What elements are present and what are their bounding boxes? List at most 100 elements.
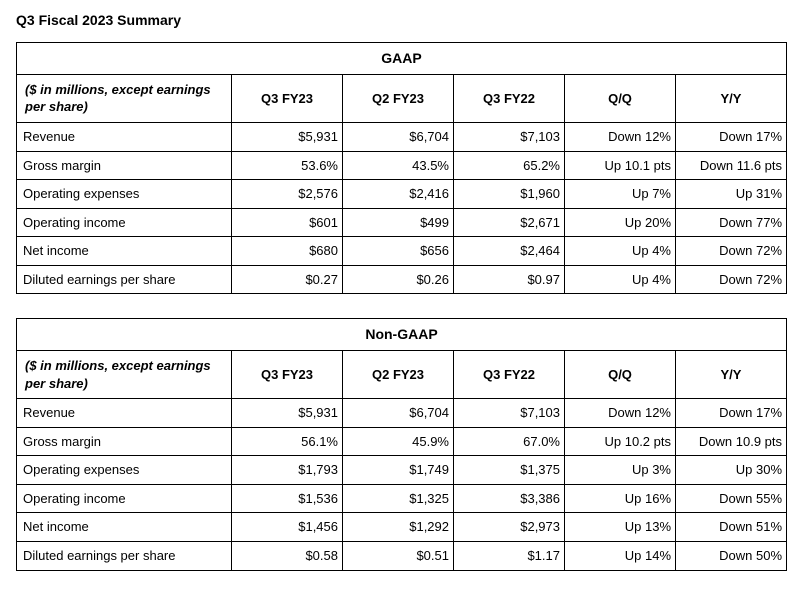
cell: 43.5%: [343, 151, 454, 180]
cell: $6,704: [343, 399, 454, 428]
col-header: Y/Y: [676, 351, 787, 399]
cell: Up 14%: [565, 541, 676, 570]
cell: Down 17%: [676, 122, 787, 151]
cell: $2,576: [232, 180, 343, 209]
nongaap-table: Non-GAAP ($ in millions, except earnings…: [16, 318, 787, 570]
cell: Down 10.9 pts: [676, 427, 787, 456]
cell: Down 12%: [565, 122, 676, 151]
cell: $5,931: [232, 122, 343, 151]
table-row: Diluted earnings per share $0.58 $0.51 $…: [17, 541, 787, 570]
table-row: Net income $680 $656 $2,464 Up 4% Down 7…: [17, 237, 787, 266]
cell: $7,103: [454, 399, 565, 428]
cell: $680: [232, 237, 343, 266]
cell: $499: [343, 208, 454, 237]
cell: Down 12%: [565, 399, 676, 428]
cell: $1,375: [454, 456, 565, 485]
row-label: Operating income: [17, 484, 232, 513]
cell: $2,973: [454, 513, 565, 542]
row-label: Diluted earnings per share: [17, 541, 232, 570]
cell: Down 72%: [676, 237, 787, 266]
col-header: Q3 FY22: [454, 74, 565, 122]
cell: Up 10.1 pts: [565, 151, 676, 180]
cell: Up 4%: [565, 265, 676, 294]
cell: Up 16%: [565, 484, 676, 513]
cell: $0.26: [343, 265, 454, 294]
cell: Up 20%: [565, 208, 676, 237]
cell: Up 31%: [676, 180, 787, 209]
cell: $1,536: [232, 484, 343, 513]
cell: 53.6%: [232, 151, 343, 180]
row-label: Gross margin: [17, 151, 232, 180]
cell: Down 50%: [676, 541, 787, 570]
cell: $656: [343, 237, 454, 266]
cell: $1,749: [343, 456, 454, 485]
row-label: Operating income: [17, 208, 232, 237]
col-header: Q3 FY23: [232, 74, 343, 122]
cell: Up 13%: [565, 513, 676, 542]
table-row: Net income $1,456 $1,292 $2,973 Up 13% D…: [17, 513, 787, 542]
row-label: Revenue: [17, 399, 232, 428]
cell: $1,456: [232, 513, 343, 542]
table-row: Operating income $1,536 $1,325 $3,386 Up…: [17, 484, 787, 513]
cell: $0.51: [343, 541, 454, 570]
cell: Down 72%: [676, 265, 787, 294]
cell: $0.27: [232, 265, 343, 294]
gaap-table: GAAP ($ in millions, except earnings per…: [16, 42, 787, 294]
table-subtitle: ($ in millions, except earnings per shar…: [17, 74, 232, 122]
cell: $2,464: [454, 237, 565, 266]
table-subtitle: ($ in millions, except earnings per shar…: [17, 351, 232, 399]
cell: Down 11.6 pts: [676, 151, 787, 180]
table-header-row: ($ in millions, except earnings per shar…: [17, 351, 787, 399]
row-label: Diluted earnings per share: [17, 265, 232, 294]
row-label: Gross margin: [17, 427, 232, 456]
col-header: Q3 FY22: [454, 351, 565, 399]
cell: 56.1%: [232, 427, 343, 456]
table-section-title: Non-GAAP: [17, 319, 787, 351]
table-row: Gross margin 56.1% 45.9% 67.0% Up 10.2 p…: [17, 427, 787, 456]
table-row: Operating income $601 $499 $2,671 Up 20%…: [17, 208, 787, 237]
row-label: Operating expenses: [17, 456, 232, 485]
table-section-row: Non-GAAP: [17, 319, 787, 351]
cell: $7,103: [454, 122, 565, 151]
row-label: Net income: [17, 513, 232, 542]
cell: $1,292: [343, 513, 454, 542]
page-title: Q3 Fiscal 2023 Summary: [16, 12, 784, 28]
cell: $2,671: [454, 208, 565, 237]
table-row: Revenue $5,931 $6,704 $7,103 Down 12% Do…: [17, 122, 787, 151]
table-row: Diluted earnings per share $0.27 $0.26 $…: [17, 265, 787, 294]
cell: $601: [232, 208, 343, 237]
row-label: Revenue: [17, 122, 232, 151]
cell: Up 7%: [565, 180, 676, 209]
cell: $6,704: [343, 122, 454, 151]
row-label: Operating expenses: [17, 180, 232, 209]
cell: 65.2%: [454, 151, 565, 180]
cell: $1,793: [232, 456, 343, 485]
table-row: Gross margin 53.6% 43.5% 65.2% Up 10.1 p…: [17, 151, 787, 180]
table-row: Operating expenses $2,576 $2,416 $1,960 …: [17, 180, 787, 209]
cell: $0.97: [454, 265, 565, 294]
col-header: Q/Q: [565, 351, 676, 399]
table-row: Operating expenses $1,793 $1,749 $1,375 …: [17, 456, 787, 485]
cell: Down 55%: [676, 484, 787, 513]
cell: Down 51%: [676, 513, 787, 542]
table-header-row: ($ in millions, except earnings per shar…: [17, 74, 787, 122]
row-label: Net income: [17, 237, 232, 266]
cell: $2,416: [343, 180, 454, 209]
col-header: Q2 FY23: [343, 74, 454, 122]
table-row: Revenue $5,931 $6,704 $7,103 Down 12% Do…: [17, 399, 787, 428]
cell: Down 17%: [676, 399, 787, 428]
col-header: Q3 FY23: [232, 351, 343, 399]
col-header: Y/Y: [676, 74, 787, 122]
cell: $1,325: [343, 484, 454, 513]
cell: 45.9%: [343, 427, 454, 456]
cell: $3,386: [454, 484, 565, 513]
cell: $1.17: [454, 541, 565, 570]
cell: $5,931: [232, 399, 343, 428]
col-header: Q2 FY23: [343, 351, 454, 399]
cell: 67.0%: [454, 427, 565, 456]
cell: Up 30%: [676, 456, 787, 485]
cell: Up 10.2 pts: [565, 427, 676, 456]
cell: $0.58: [232, 541, 343, 570]
cell: Up 3%: [565, 456, 676, 485]
cell: $1,960: [454, 180, 565, 209]
